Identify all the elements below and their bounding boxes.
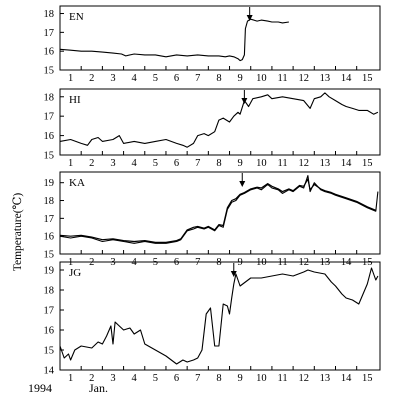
x-tick-label-en: 2 [89,73,94,84]
y-tick-label-hi: 18 [44,92,55,103]
x-tick-label-hi: 6 [174,158,179,169]
y-tick-label-ka: 17 [44,214,55,225]
x-tick-label-en: 15 [362,73,373,84]
panel-frame-ka [59,171,381,255]
x-tick-label-jg: 3 [110,373,115,384]
x-tick-label-jg: 5 [153,373,158,384]
y-tick-label-ka: 16 [44,232,55,243]
y-tick-label-jg: 19 [44,266,55,277]
x-tick-label-jg: 2 [89,373,94,384]
x-tick-label-hi: 4 [132,158,138,169]
x-tick-label-jg: 13 [320,373,331,384]
series-line-en [59,18,289,62]
month-label: Jan. [89,381,108,395]
arrow-head-jg [230,271,237,277]
panel-frame-hi [59,88,381,156]
panel-label-jg: JG [69,267,81,279]
x-tick-label-jg: 15 [362,373,373,384]
panel-label-ka: KA [69,177,85,189]
arrow-head-hi [241,98,248,104]
x-tick-label-hi: 14 [341,158,352,169]
series-line-ka-2 [59,178,377,243]
x-tick-label-jg: 7 [195,373,200,384]
x-tick-label-hi: 8 [216,158,221,169]
x-tick-label-jg: 12 [298,373,309,384]
y-tick-label-hi: 15 [44,151,55,162]
x-tick-label-jg: 8 [216,373,221,384]
x-tick-label-en: 7 [195,73,200,84]
y-tick-label-jg: 16 [44,326,55,337]
y-tick-label-jg: 14 [44,366,55,377]
y-tick-label-ka: 18 [44,196,55,207]
x-tick-label-en: 5 [153,73,158,84]
x-tick-label-hi: 7 [195,158,200,169]
x-tick-label-en: 6 [174,73,179,84]
x-tick-label-hi: 5 [153,158,158,169]
x-tick-label-en: 4 [132,73,138,84]
x-tick-label-hi: 13 [320,158,331,169]
x-tick-label-hi: 15 [362,158,373,169]
x-tick-label-hi: 2 [89,158,94,169]
panel-label-hi: HI [69,94,81,106]
y-tick-label-hi: 16 [44,131,55,142]
y-tick-label-jg: 17 [44,306,55,317]
x-tick-label-jg: 6 [174,373,179,384]
panel-frame-jg [59,261,381,371]
x-tick-label-en: 11 [277,73,287,84]
x-tick-label-hi: 11 [277,158,287,169]
x-tick-label-en: 9 [238,73,243,84]
x-tick-label-jg: 1 [68,373,73,384]
y-tick-label-ka: 15 [44,250,55,261]
x-tick-label-jg: 11 [277,373,287,384]
x-tick-label-en: 3 [110,73,115,84]
y-tick-label-jg: 18 [44,286,55,297]
series-line-jg [59,267,379,365]
y-tick-label-ka: 19 [44,178,55,189]
y-tick-label-en: 16 [44,47,55,58]
y-tick-label-en: 15 [44,66,55,77]
x-tick-label-hi: 10 [256,158,267,169]
x-tick-label-en: 12 [298,73,309,84]
x-tick-label-en: 14 [341,73,352,84]
x-tick-label-jg: 9 [238,373,243,384]
year-label: 1994 [28,381,52,395]
panel-label-en: EN [69,11,84,23]
x-tick-label-en: 10 [256,73,267,84]
y-tick-label-en: 18 [44,9,55,20]
arrow-head-en [246,15,253,21]
x-tick-label-hi: 12 [298,158,309,169]
x-tick-label-jg: 4 [132,373,138,384]
y-tick-label-en: 17 [44,28,55,39]
y-tick-label-hi: 17 [44,112,55,123]
panel-frame-en [59,5,381,71]
arrow-head-ka [239,181,246,187]
x-tick-label-hi: 9 [238,158,243,169]
series-line-ka [59,175,379,244]
x-tick-label-en: 1 [68,73,73,84]
x-tick-label-hi: 1 [68,158,73,169]
x-tick-label-jg: 10 [256,373,267,384]
x-tick-label-jg: 14 [341,373,352,384]
x-tick-label-en: 13 [320,73,331,84]
y-axis-label: Temperature(℃) [12,193,24,272]
x-tick-label-hi: 3 [110,158,115,169]
x-tick-label-en: 8 [216,73,221,84]
series-line-hi [59,92,379,148]
y-tick-label-jg: 15 [44,346,55,357]
